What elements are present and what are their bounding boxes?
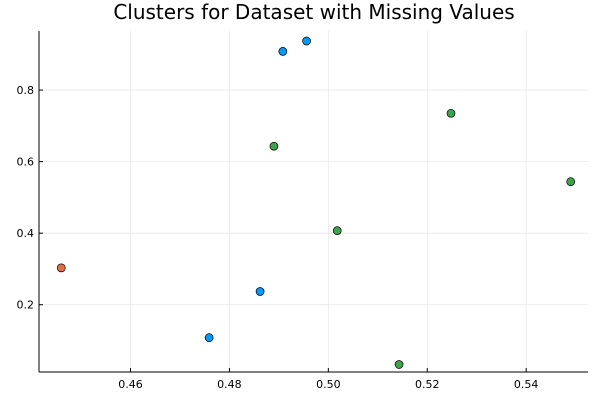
data-point-series2-0 [269, 141, 279, 151]
data-point-series0-0 [278, 47, 288, 56]
grid-layer [39, 31, 588, 372]
data-point-series2-1 [446, 108, 456, 118]
data-point-series2-3 [332, 226, 342, 236]
x-tick-label-3: 0.52 [415, 378, 440, 391]
data-point-series1-0 [56, 263, 66, 273]
x-tick-label-4: 0.54 [514, 378, 539, 391]
y-tick-label-2: 0.6 [17, 156, 35, 169]
data-point-series2-2 [566, 177, 576, 186]
chart-title: Clusters for Dataset with Missing Values [113, 0, 514, 24]
axes-layer [38, 31, 588, 373]
x-tick-label-1: 0.48 [217, 378, 242, 391]
y-tick-label-1: 0.4 [17, 227, 35, 240]
y-tick-label-3: 0.8 [17, 84, 35, 97]
y-tick-label-0: 0.2 [17, 299, 35, 312]
x-tick-label-0: 0.46 [118, 378, 143, 391]
ticks-layer: 0.46 0.48 0.50 0.52 0.54 0.2 0.4 0.6 0.8 [17, 84, 539, 391]
points-layer [56, 36, 576, 369]
data-point-series0-3 [204, 333, 214, 342]
data-point-series0-1 [302, 36, 311, 46]
x-tick-label-2: 0.50 [316, 378, 341, 391]
data-point-series0-2 [255, 287, 265, 296]
data-point-series2-4 [394, 360, 404, 369]
